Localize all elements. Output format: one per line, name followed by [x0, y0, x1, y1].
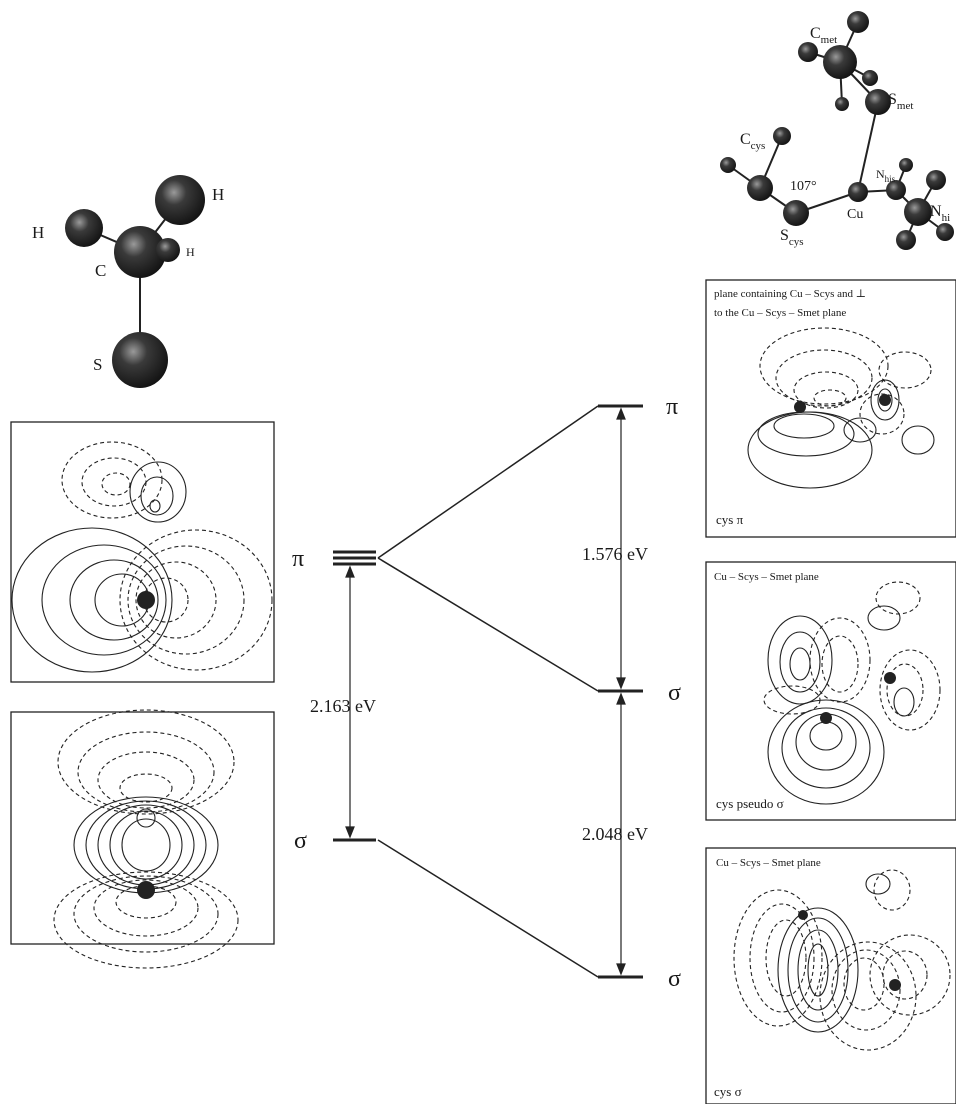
label-s-cys: Scys — [780, 227, 804, 248]
left-pi-orbital-panel — [10, 421, 275, 683]
label-h-small: H — [186, 245, 195, 259]
right-lower-gap-label: 2.048 eV — [582, 824, 648, 844]
right-upper-gap-label: 1.576 eV — [582, 544, 648, 564]
energy-levels — [333, 404, 643, 979]
c-met-h-atom — [847, 11, 869, 33]
n-his-atom — [904, 198, 932, 226]
right-pi-dashed-contours — [759, 327, 932, 435]
right-pseudo-sigma-s-nucleus — [820, 712, 832, 724]
correlation-lines — [377, 405, 599, 978]
right-top-caption-1: plane containing Cu – Scys and ⊥ — [714, 288, 866, 300]
left-pi-nucleus — [137, 591, 155, 609]
right-mid-caption: Cu – Scys – Smet plane — [714, 571, 819, 583]
left-sigma-orbital-panel — [10, 711, 275, 945]
label-sulfur: S — [93, 355, 102, 374]
left-sigma-contours — [73, 796, 219, 894]
hydrogen-atom-left — [65, 209, 103, 247]
carbon-atom — [114, 226, 166, 278]
label-cu: Cu — [847, 207, 863, 222]
right-pseudo-sigma-dashed-contours — [763, 581, 941, 731]
right-pi-label: π — [666, 394, 678, 420]
hydrogen-atom-small — [156, 238, 180, 262]
right-pseudo-sigma-orbital-panel — [705, 561, 956, 821]
right-sigma-lower-label: σ — [668, 966, 681, 992]
right-pseudo-sigma-contours — [767, 605, 915, 805]
right-sigma-cu-nucleus — [889, 979, 901, 991]
left-pi-label: π — [292, 546, 304, 572]
right-sigma-s-nucleus — [798, 910, 808, 920]
label-c-cys: Ccys — [740, 131, 765, 152]
right-mid-label: cys pseudo σ — [716, 796, 784, 811]
c-met-atom — [823, 45, 857, 79]
right-pseudo-sigma-cu-nucleus — [884, 672, 896, 684]
right-sigma-upper-label: σ — [668, 680, 681, 706]
right-top-caption-2: to the Cu – Scys – Smet plane — [714, 307, 846, 319]
his-h-atom-2 — [926, 170, 946, 190]
label-h-left: H — [32, 223, 44, 242]
hydrogen-atom-top — [155, 175, 205, 225]
right-sigma-orbital-panel — [705, 847, 956, 1104]
right-bot-label: cys σ — [714, 1084, 742, 1099]
left-sigma-dashed-contours — [53, 709, 239, 969]
left-pi-dashed-contours — [61, 441, 273, 671]
label-c-met: Cmet — [810, 25, 837, 46]
label-h-top: H — [212, 185, 224, 204]
his-h-atom-4 — [936, 223, 954, 241]
his-h-atom — [899, 158, 913, 172]
label-n-his-small: Nhis — [876, 167, 896, 184]
label-carbon: C — [95, 261, 106, 280]
right-bot-caption: Cu – Scys – Smet plane — [716, 857, 821, 869]
right-sigma-dashed-contours — [733, 869, 951, 1051]
s-met-atom — [865, 89, 891, 115]
left-sigma-nucleus — [137, 881, 155, 899]
c-met-h-atom-2 — [798, 42, 818, 62]
right-pi-s-nucleus — [794, 401, 806, 413]
right-pi-cu-nucleus — [879, 394, 891, 406]
cu-atom — [848, 182, 868, 202]
label-s-met: Smet — [888, 91, 913, 112]
label-bond-angle: 107° — [790, 179, 817, 194]
left-sigma-label: σ — [294, 828, 307, 854]
right-pi-contours — [747, 379, 935, 489]
s-cys-atom — [783, 200, 809, 226]
c-cys-atom — [747, 175, 773, 201]
left-pi-contours — [11, 461, 187, 673]
c-cys-h-atom-2 — [720, 157, 736, 173]
c-met-h-atom-3 — [862, 70, 878, 86]
sulfur-atom — [112, 332, 168, 388]
c-met-h-atom-4 — [835, 97, 849, 111]
label-n-his: Nhi — [930, 203, 950, 224]
right-top-label: cys π — [716, 512, 744, 527]
right-sigma-contours — [777, 873, 891, 1033]
left-gap-label: 2.163 eV — [310, 696, 376, 716]
gap-arrows — [345, 407, 626, 976]
his-h-atom-3 — [896, 230, 916, 250]
c-cys-h-atom — [773, 127, 791, 145]
n-his-small-atom — [886, 180, 906, 200]
right-pi-orbital-panel — [705, 279, 956, 538]
